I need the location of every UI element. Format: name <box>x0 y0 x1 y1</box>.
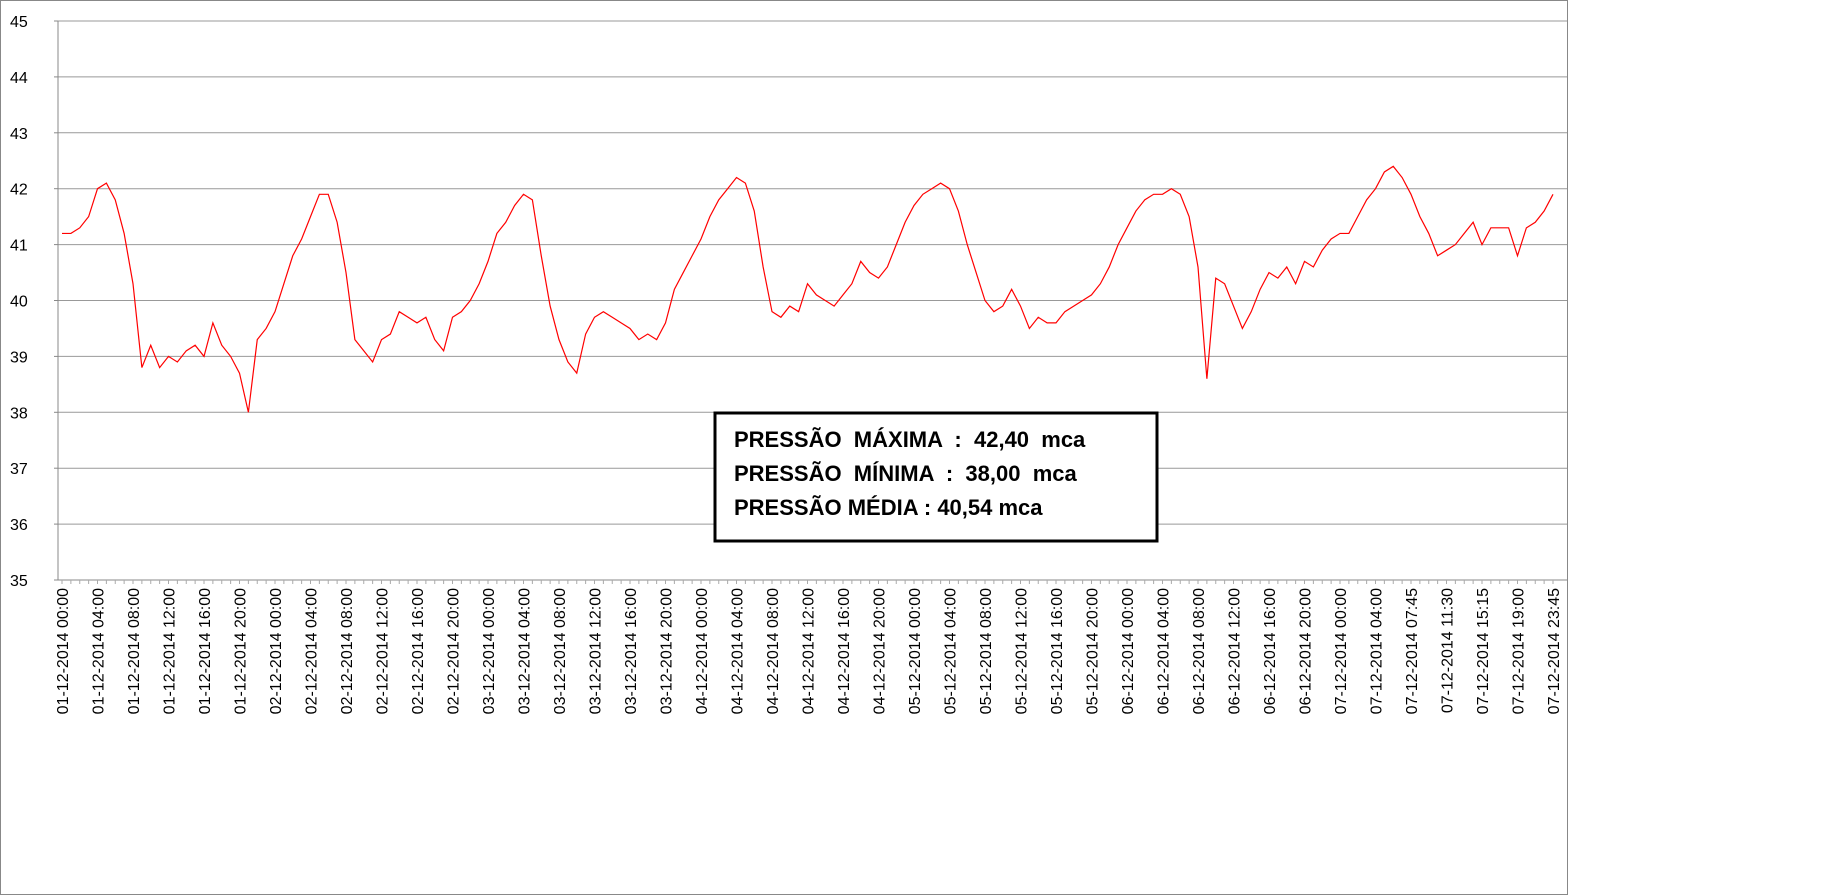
y-tick-label: 35 <box>10 573 28 590</box>
x-tick-label: 07-12-2014 00:00 <box>1333 588 1350 714</box>
x-tick-label: 07-12-2014 04:00 <box>1369 588 1386 714</box>
x-tick-label: 04-12-2014 16:00 <box>836 588 853 714</box>
x-tick-label: 02-12-2014 04:00 <box>304 588 321 714</box>
x-tick-label: 05-12-2014 08:00 <box>978 588 995 714</box>
x-tick-label: 02-12-2014 12:00 <box>375 588 392 714</box>
x-tick-label: 01-12-2014 12:00 <box>162 588 179 714</box>
x-tick-label: 05-12-2014 20:00 <box>1085 588 1102 714</box>
x-tick-label: 07-12-2014 11:30 <box>1440 588 1457 713</box>
x-tick-label: 06-12-2014 20:00 <box>1298 588 1315 714</box>
x-tick-label: 01-12-2014 20:00 <box>233 588 250 714</box>
x-tick-label: 03-12-2014 00:00 <box>481 588 498 714</box>
x-tick-label: 01-12-2014 08:00 <box>126 588 143 714</box>
x-tick-label: 04-12-2014 12:00 <box>801 588 818 714</box>
x-tick-label: 02-12-2014 16:00 <box>410 588 427 714</box>
x-tick-label: 06-12-2014 04:00 <box>1156 588 1173 714</box>
y-tick-label: 44 <box>10 70 28 87</box>
x-tick-label: 03-12-2014 08:00 <box>552 588 569 714</box>
y-tick-label: 37 <box>10 461 28 478</box>
plot-area: 35 36 37 38 39 40 41 42 43 44 45 01-12-2014 00:00 01… <box>10 14 1567 714</box>
x-tick-label: 07-12-2014 07:45 <box>1404 588 1421 714</box>
x-tick-label: 04-12-2014 04:00 <box>730 588 747 714</box>
y-tick-label: 41 <box>10 238 28 255</box>
y-tick-label: 42 <box>10 182 28 199</box>
x-tick-label: 01-12-2014 04:00 <box>91 588 108 714</box>
annotation: PRESSÃO MÁXIMA : 42,40 mca <box>734 427 1086 452</box>
y-tick-label: 39 <box>10 349 28 366</box>
x-tick-label: 06-12-2014 16:00 <box>1262 588 1279 714</box>
x-tick-label: 01-12-2014 00:00 <box>55 588 72 714</box>
x-tick-label: 06-12-2014 08:00 <box>1191 588 1208 714</box>
x-tick-label: 03-12-2014 04:00 <box>517 588 534 714</box>
x-tick-label: 02-12-2014 00:00 <box>268 588 285 714</box>
x-tick-label: 03-12-2014 12:00 <box>588 588 605 714</box>
x-tick-label: 05-12-2014 00:00 <box>907 588 924 714</box>
y-tick-label: 36 <box>10 517 28 534</box>
x-tick-label: 07-12-2014 19:00 <box>1511 588 1528 714</box>
y-tick-label: 45 <box>10 14 28 31</box>
y-tick-label: 43 <box>10 126 28 143</box>
x-tick-label: 07-12-2014 15:15 <box>1475 588 1492 714</box>
x-tick-label: 02-12-2014 08:00 <box>339 588 356 714</box>
x-tick-label: 02-12-2014 20:00 <box>446 588 463 714</box>
x-tick-label: 03-12-2014 16:00 <box>623 588 640 714</box>
y-tick-label: 40 <box>10 294 28 311</box>
x-tick-label: 03-12-2014 20:00 <box>659 588 676 714</box>
x-tick-label: 04-12-2014 20:00 <box>872 588 889 714</box>
x-tick-label: 01-12-2014 16:00 <box>197 588 214 714</box>
x-tick-label: 05-12-2014 12:00 <box>1014 588 1031 714</box>
y-tick-label: 38 <box>10 405 28 422</box>
data-line <box>62 165 1554 413</box>
annotation: PRESSÃO MÍNIMA : 38,00 mca <box>734 461 1077 486</box>
x-tick-label: 05-12-2014 16:00 <box>1049 588 1066 714</box>
x-tick-label: 07-12-2014 23:45 <box>1546 588 1563 714</box>
x-tick-label: 04-12-2014 08:00 <box>765 588 782 714</box>
stats-box <box>713 411 1159 543</box>
x-tick-label: 05-12-2014 04:00 <box>943 588 960 714</box>
annotation: PRESSÃO MÉDIA : 40,54 mca <box>734 495 1043 520</box>
x-tick-label: 06-12-2014 00:00 <box>1120 588 1137 714</box>
x-tick-label: 04-12-2014 00:00 <box>694 588 711 714</box>
x-tick-label: 06-12-2014 12:00 <box>1227 588 1244 714</box>
